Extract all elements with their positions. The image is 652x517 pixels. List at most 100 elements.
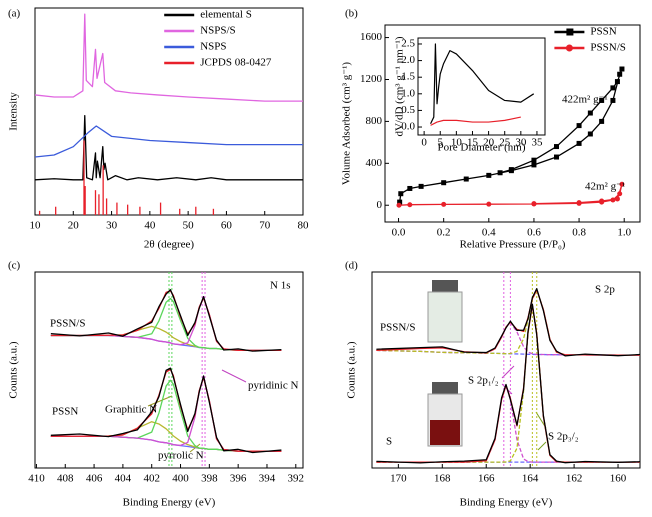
marker bbox=[576, 123, 582, 129]
y-tick-label: 1.5 bbox=[401, 71, 415, 83]
legend-marker bbox=[565, 44, 573, 52]
x-tick-label: 50 bbox=[183, 220, 195, 232]
series-line bbox=[398, 183, 623, 206]
x-tick-label: 15 bbox=[467, 137, 479, 149]
marker bbox=[587, 131, 593, 137]
series-line bbox=[34, 114, 303, 181]
x-tick-label: 30 bbox=[515, 137, 527, 149]
series-line bbox=[376, 303, 641, 464]
x-tick-label: 60 bbox=[221, 220, 233, 232]
x-tick-label: 164 bbox=[522, 473, 539, 485]
vial-cap bbox=[432, 280, 458, 292]
x-axis-label: Relative Pressure (P/P₀) bbox=[460, 239, 566, 251]
marker bbox=[599, 97, 605, 103]
annotation: PSSN bbox=[52, 406, 78, 418]
marker bbox=[554, 154, 560, 160]
marker bbox=[531, 201, 537, 207]
x-tick-label: 0.4 bbox=[482, 227, 496, 239]
x-tick-label: 10 bbox=[30, 220, 42, 232]
y-axis-label: dV/dD (cm³ g⁻¹ nm⁻¹) bbox=[394, 36, 406, 136]
y-tick-label: 2.5 bbox=[401, 38, 415, 50]
annotation: S 2p₃/₂ bbox=[548, 431, 579, 443]
x-tick-label: 160 bbox=[610, 473, 627, 485]
x-tick-label: 0.0 bbox=[392, 227, 406, 239]
marker bbox=[614, 196, 620, 202]
y-tick-label: 2.0 bbox=[401, 54, 415, 66]
plot-frame bbox=[34, 7, 304, 216]
y-axis-label: Counts (a.u.) bbox=[8, 341, 20, 398]
series-line bbox=[50, 289, 282, 352]
legend-label: NSPS bbox=[200, 41, 226, 53]
marker bbox=[463, 176, 469, 182]
y-axis-label: Volume Adsorbed (cm³ g⁻¹) bbox=[341, 62, 353, 185]
annotation: 422m² g⁻¹ bbox=[562, 94, 608, 106]
panel-label: (d) bbox=[345, 260, 358, 272]
marker bbox=[418, 183, 424, 189]
marker bbox=[610, 97, 616, 103]
panel-label: (c) bbox=[8, 260, 21, 272]
series-line bbox=[50, 379, 282, 452]
marker bbox=[619, 66, 625, 72]
x-tick-label: 0.8 bbox=[572, 227, 586, 239]
x-tick-label: 0 bbox=[421, 137, 427, 149]
legend-label: PSSN bbox=[590, 26, 616, 38]
marker bbox=[508, 167, 514, 173]
series-line bbox=[50, 334, 282, 352]
marker bbox=[407, 202, 413, 208]
legend-marker bbox=[566, 28, 574, 36]
x-tick-label: 1.0 bbox=[617, 227, 631, 239]
marker bbox=[486, 172, 492, 178]
x-tick-label: 170 bbox=[390, 473, 407, 485]
x-tick-label: 168 bbox=[434, 473, 451, 485]
marker bbox=[397, 199, 403, 205]
marker bbox=[531, 157, 537, 163]
x-tick-label: 0.6 bbox=[527, 227, 541, 239]
y-tick-label: 1200 bbox=[360, 73, 383, 85]
x-tick-label: 5 bbox=[437, 137, 443, 149]
marker bbox=[610, 85, 616, 91]
x-axis-label: Binding Energy (eV) bbox=[460, 497, 553, 509]
legend-label: PSSN/S bbox=[590, 42, 625, 54]
series-line bbox=[34, 13, 303, 102]
series-line bbox=[430, 116, 521, 126]
legend-label: NSPS/S bbox=[200, 25, 235, 37]
x-tick-label: 410 bbox=[28, 473, 45, 485]
marker bbox=[396, 202, 402, 208]
x-tick-label: 406 bbox=[86, 473, 103, 485]
x-tick-label: 70 bbox=[259, 220, 271, 232]
marker bbox=[599, 118, 605, 124]
x-tick-label: 404 bbox=[115, 473, 132, 485]
x-tick-label: 35 bbox=[531, 137, 543, 149]
marker bbox=[407, 185, 413, 191]
x-tick-label: 25 bbox=[499, 137, 511, 149]
x-tick-label: 394 bbox=[259, 473, 276, 485]
annotation: PSSN/S bbox=[50, 318, 85, 330]
marker bbox=[599, 198, 605, 204]
x-tick-label: 408 bbox=[57, 473, 74, 485]
vial-liquid bbox=[430, 420, 460, 445]
marker bbox=[441, 201, 447, 207]
marker bbox=[441, 180, 447, 186]
y-tick-label: 800 bbox=[366, 115, 383, 127]
legend-label: JCPDS 08-0427 bbox=[200, 57, 272, 69]
marker bbox=[610, 197, 616, 203]
x-tick-label: 396 bbox=[230, 473, 247, 485]
x-tick-label: 398 bbox=[201, 473, 218, 485]
marker bbox=[587, 110, 593, 116]
series-line bbox=[50, 325, 282, 352]
series-line bbox=[376, 288, 641, 357]
y-axis-label: Intensity bbox=[8, 92, 20, 131]
series-line bbox=[50, 368, 282, 452]
marker bbox=[617, 71, 623, 77]
marker bbox=[576, 140, 582, 146]
marker bbox=[617, 191, 623, 197]
x-tick-label: 392 bbox=[288, 473, 305, 485]
marker bbox=[614, 79, 620, 85]
y-tick-label: 400 bbox=[366, 157, 383, 169]
arrow bbox=[221, 369, 247, 383]
y-tick-label: 0 bbox=[377, 199, 383, 211]
x-tick-label: 162 bbox=[566, 473, 583, 485]
series-line bbox=[376, 321, 640, 356]
annotation: Graphitic N bbox=[105, 404, 157, 416]
